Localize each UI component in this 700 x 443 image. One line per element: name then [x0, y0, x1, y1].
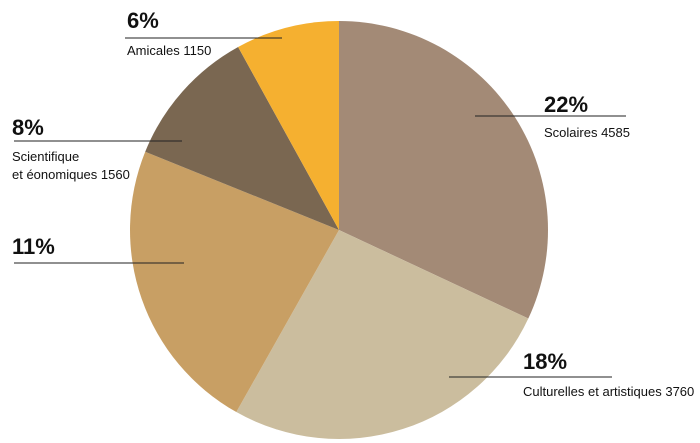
- slice-percent-1: 22%: [544, 92, 588, 117]
- slice-label-4-line-1: Scientifique: [12, 149, 79, 164]
- slice-percent-2: 18%: [523, 349, 567, 374]
- slice-label-4-line-2: et éonomiques 1560: [12, 167, 130, 182]
- pie-slice-3: [130, 151, 339, 413]
- slice-percent-3: 11%: [12, 234, 55, 259]
- pie-slice-5: [238, 20, 339, 230]
- pie-slice-4: [145, 46, 339, 231]
- slice-percent-4: 8%: [12, 115, 44, 140]
- slice-label-5-line-1: Amicales 1150: [127, 43, 211, 58]
- slice-labels: 22% Scolaires 4585 18% Culturelles et artis…: [12, 8, 694, 399]
- slice-label-2-line-1: Culturelles et artistiques 3760: [523, 384, 694, 399]
- pie-slice-2: [236, 230, 529, 440]
- pie-slice-1: [339, 21, 549, 319]
- slice-percent-5: 6%: [127, 8, 159, 33]
- pie-slices: [130, 20, 549, 440]
- slice-label-1-line-1: Scolaires 4585: [544, 125, 630, 140]
